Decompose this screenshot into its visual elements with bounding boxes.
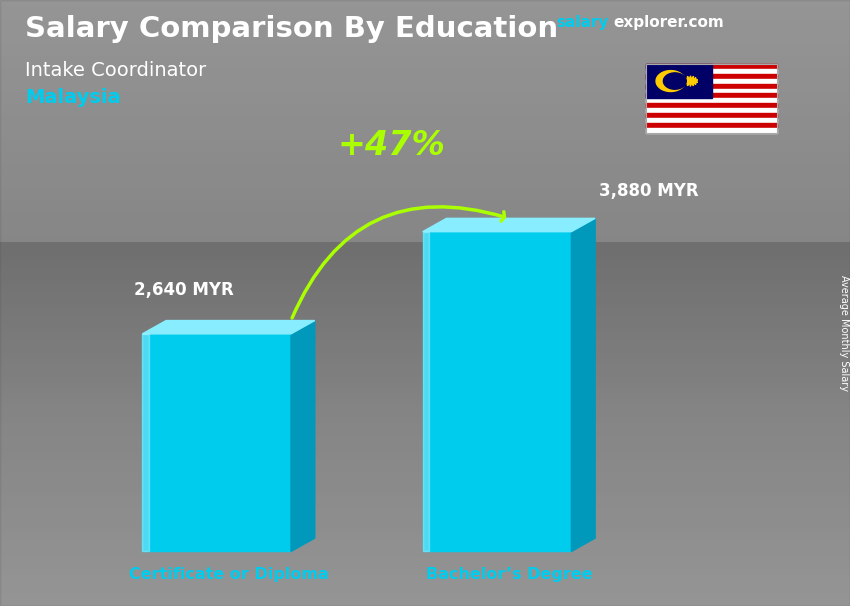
Polygon shape [291,321,314,551]
Bar [646,104,778,108]
Text: Certificate or Diploma: Certificate or Diploma [128,567,328,582]
Polygon shape [571,218,595,551]
Bar [646,113,778,118]
Bar [646,68,778,73]
Polygon shape [683,76,698,86]
Text: 3,880 MYR: 3,880 MYR [599,182,699,200]
Text: explorer.com: explorer.com [614,15,724,30]
Polygon shape [663,73,686,89]
Polygon shape [422,231,429,551]
Bar [646,124,778,128]
Bar [646,64,778,68]
Bar [646,118,778,124]
Text: Salary Comparison By Education: Salary Comparison By Education [26,15,558,43]
Text: 2,640 MYR: 2,640 MYR [133,281,234,299]
Polygon shape [142,321,314,334]
Text: salary: salary [557,15,609,30]
Bar [422,231,571,551]
Text: Intake Coordinator: Intake Coordinator [26,61,207,79]
Bar [646,64,778,133]
Text: Bachelor’s Degree: Bachelor’s Degree [426,567,592,582]
Text: +47%: +47% [337,129,445,162]
Bar [646,79,778,84]
Text: Malaysia: Malaysia [26,88,121,107]
Bar [646,84,778,88]
Bar [142,334,291,551]
Bar [646,98,778,104]
Bar [646,73,778,79]
Bar [646,88,778,93]
Bar [646,93,778,98]
Polygon shape [422,218,595,231]
Polygon shape [656,71,685,92]
Polygon shape [142,334,149,551]
Text: Average Monthly Salary: Average Monthly Salary [839,275,848,391]
Bar [646,108,778,113]
Bar [646,64,711,98]
Bar [646,128,778,133]
